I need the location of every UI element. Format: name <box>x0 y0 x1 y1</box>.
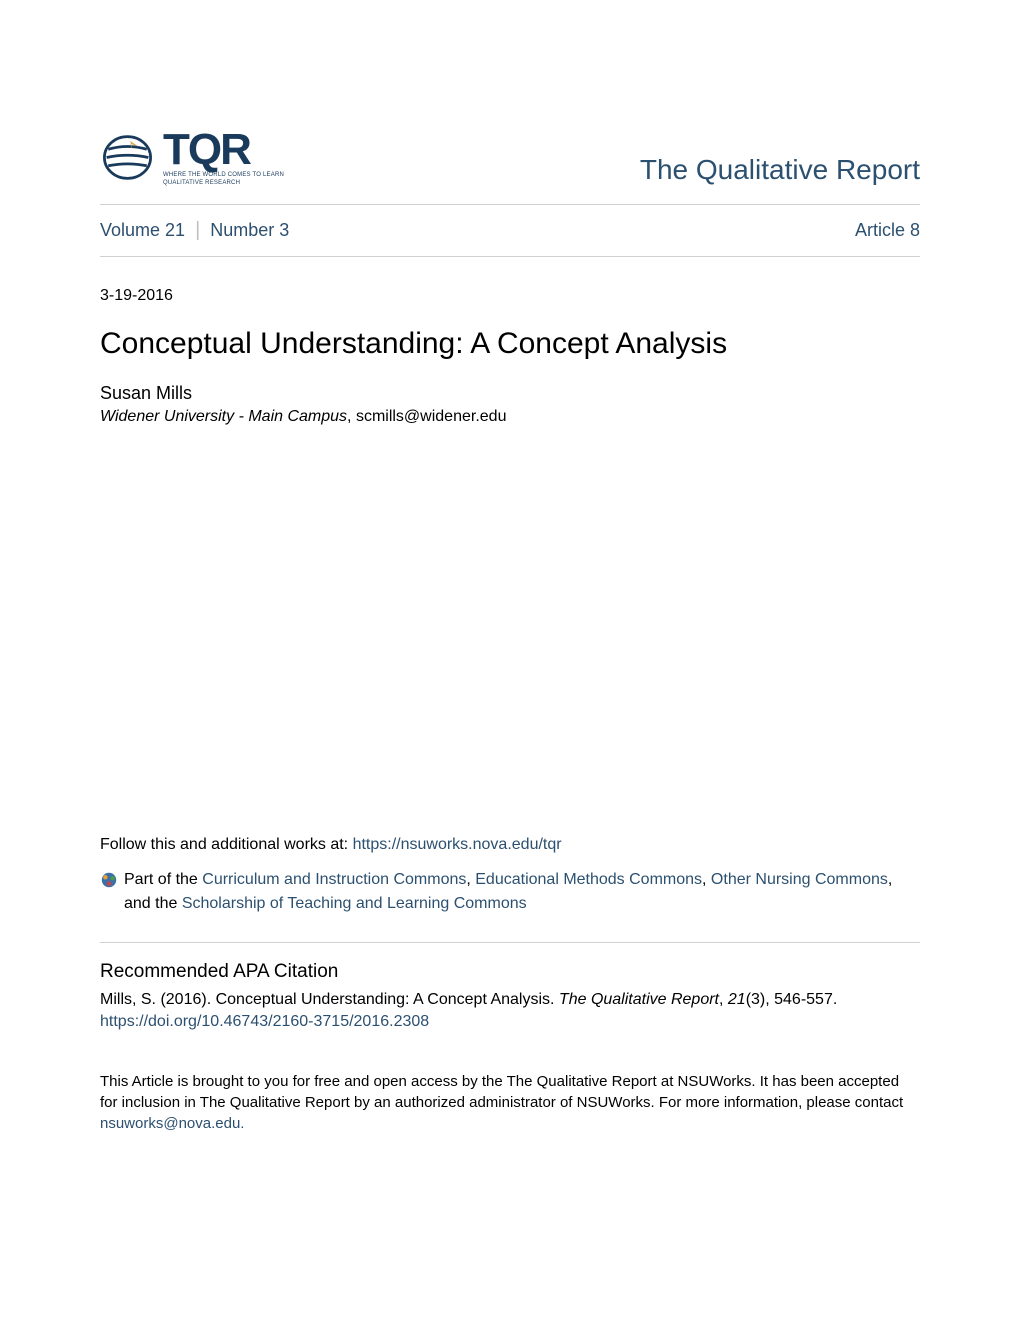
citation-heading: Recommended APA Citation <box>100 961 920 983</box>
citation-part-2: , <box>719 991 728 1008</box>
nav-row: Volume 21 | Number 3 Article 8 <box>100 205 920 257</box>
volume-link[interactable]: Volume 21 <box>100 220 185 241</box>
article-title: Conceptual Understanding: A Concept Anal… <box>100 327 920 361</box>
network-sep-2: , <box>702 871 711 888</box>
logo-tqr: TQR <box>163 130 284 170</box>
follow-section: Follow this and additional works at: htt… <box>100 836 920 854</box>
network-sep-1: , <box>466 871 475 888</box>
commons-link-4[interactable]: Scholarship of Teaching and Learning Com… <box>182 895 527 912</box>
footer-text: This Article is brought to you for free … <box>100 1071 920 1134</box>
journal-title[interactable]: The Qualitative Report <box>640 154 920 186</box>
network-prefix: Part of the <box>124 871 202 888</box>
follow-prefix: Follow this and additional works at: <box>100 836 353 853</box>
article-link[interactable]: Article 8 <box>855 220 920 241</box>
footer-body: This Article is brought to you for free … <box>100 1073 903 1111</box>
nav-left: Volume 21 | Number 3 <box>100 219 289 242</box>
commons-link-2[interactable]: Educational Methods Commons <box>475 871 702 888</box>
doi-link[interactable]: https://doi.org/10.46743/2160-3715/2016.… <box>100 1013 920 1031</box>
footer-email-link[interactable]: nsuworks@nova.edu. <box>100 1115 244 1132</box>
logo-text: TQR WHERE THE WORLD COMES TO LEARN QUALI… <box>163 130 284 186</box>
number-link[interactable]: Number 3 <box>210 220 289 241</box>
follow-link[interactable]: https://nsuworks.nova.edu/tqr <box>353 836 562 853</box>
citation-text: Mills, S. (2016). Conceptual Understandi… <box>100 989 920 1011</box>
logo-section[interactable]: TQR WHERE THE WORLD COMES TO LEARN QUALI… <box>100 130 284 186</box>
commons-link-3[interactable]: Other Nursing Commons <box>711 871 888 888</box>
commons-link-1[interactable]: Curriculum and Instruction Commons <box>202 871 466 888</box>
header-row: TQR WHERE THE WORLD COMES TO LEARN QUALI… <box>100 130 920 205</box>
network-text: Part of the Curriculum and Instruction C… <box>124 868 920 916</box>
affiliation-name: Widener University - Main Campus <box>100 408 347 425</box>
publication-date: 3-19-2016 <box>100 287 920 305</box>
citation-volume: 21 <box>728 991 746 1008</box>
divider-line <box>100 942 920 943</box>
logo-tagline-2: QUALITATIVE RESEARCH <box>163 180 284 186</box>
citation-part-1: Mills, S. (2016). Conceptual Understandi… <box>100 991 559 1008</box>
logo-tagline-1: WHERE THE WORLD COMES TO LEARN <box>163 172 284 178</box>
affiliation-row: Widener University - Main Campus, scmill… <box>100 408 920 426</box>
network-icon <box>100 871 118 889</box>
network-row: Part of the Curriculum and Instruction C… <box>100 868 920 916</box>
citation-part-3: (3), 546-557. <box>746 991 838 1008</box>
author-name: Susan Mills <box>100 383 920 404</box>
author-email: , scmills@widener.edu <box>347 408 506 425</box>
citation-journal: The Qualitative Report <box>559 991 719 1008</box>
globe-icon <box>100 130 155 185</box>
nav-divider: | <box>195 219 200 242</box>
